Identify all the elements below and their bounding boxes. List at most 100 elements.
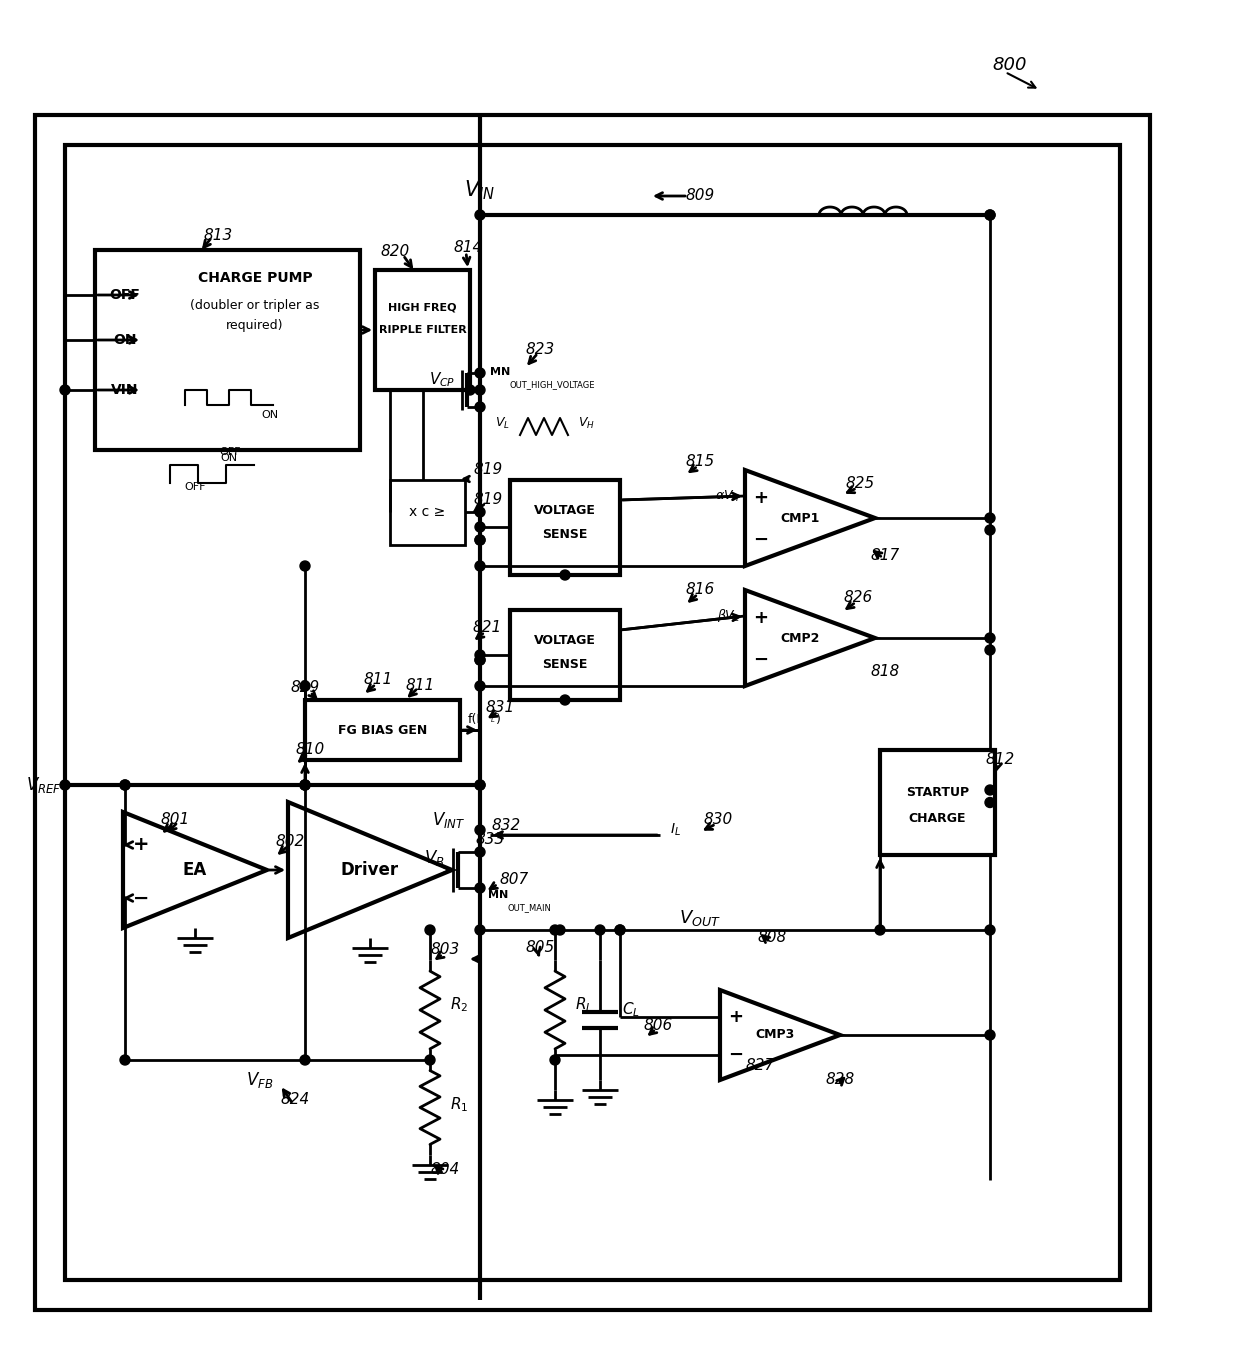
Text: 821: 821 <box>472 621 502 635</box>
Circle shape <box>300 681 310 691</box>
Text: CHARGE: CHARGE <box>909 812 966 824</box>
Text: 826: 826 <box>843 591 873 606</box>
Circle shape <box>120 1055 130 1064</box>
Circle shape <box>60 780 69 791</box>
Circle shape <box>475 925 485 935</box>
Text: 830: 830 <box>703 812 733 827</box>
Bar <box>95 250 360 451</box>
Circle shape <box>551 925 560 935</box>
Bar <box>880 750 994 855</box>
Text: MN: MN <box>489 890 508 900</box>
Text: $V_{IN}$: $V_{IN}$ <box>465 178 496 202</box>
Text: 803: 803 <box>430 943 460 958</box>
Circle shape <box>475 780 485 791</box>
Text: 818: 818 <box>870 665 900 680</box>
Circle shape <box>475 650 485 660</box>
Text: $V_{FB}$: $V_{FB}$ <box>247 1070 274 1090</box>
Circle shape <box>120 780 130 791</box>
Circle shape <box>425 1055 435 1064</box>
Circle shape <box>985 210 994 220</box>
Circle shape <box>475 536 485 545</box>
Text: STARTUP: STARTUP <box>906 786 970 800</box>
Text: OFF: OFF <box>219 447 241 457</box>
Circle shape <box>985 785 994 795</box>
Text: MN: MN <box>490 367 510 376</box>
Text: 817: 817 <box>870 548 900 563</box>
Text: 814: 814 <box>454 240 482 255</box>
Text: 805: 805 <box>526 940 554 955</box>
Text: CMP3: CMP3 <box>755 1028 795 1041</box>
Bar <box>64 144 1120 1280</box>
Bar <box>510 480 620 575</box>
Circle shape <box>475 826 485 835</box>
Circle shape <box>551 1055 560 1064</box>
Text: $V_H$: $V_H$ <box>578 415 595 430</box>
Text: ON: ON <box>262 410 279 420</box>
Text: SENSE: SENSE <box>542 529 588 541</box>
Circle shape <box>300 780 310 791</box>
Circle shape <box>475 561 485 571</box>
Text: $I_L$: $I_L$ <box>670 822 681 838</box>
Text: 815: 815 <box>686 455 714 469</box>
Circle shape <box>475 536 485 545</box>
Bar <box>374 270 470 390</box>
Text: $V_{CP}$: $V_{CP}$ <box>429 371 455 390</box>
Text: +: + <box>133 835 150 854</box>
Text: 831: 831 <box>485 700 515 715</box>
Text: $\alpha V_H$: $\alpha V_H$ <box>715 488 740 503</box>
Text: 819: 819 <box>474 492 502 507</box>
Circle shape <box>556 925 565 935</box>
Text: 800: 800 <box>993 57 1027 74</box>
Text: VIN: VIN <box>112 383 139 397</box>
Text: 832: 832 <box>491 817 521 832</box>
Circle shape <box>475 522 485 532</box>
Text: $\beta V_L$: $\beta V_L$ <box>717 607 740 625</box>
Text: $V_{OUT}$: $V_{OUT}$ <box>680 908 720 928</box>
Text: 819: 819 <box>474 463 502 478</box>
Circle shape <box>985 1031 994 1040</box>
Text: RIPPLE FILTER: RIPPLE FILTER <box>378 325 466 335</box>
Circle shape <box>985 210 994 220</box>
Text: $_L$: $_L$ <box>490 715 496 724</box>
Text: 827: 827 <box>745 1058 775 1072</box>
Text: OFF: OFF <box>185 482 206 492</box>
Circle shape <box>300 1055 310 1064</box>
Circle shape <box>475 384 485 395</box>
Text: 813: 813 <box>203 228 233 243</box>
Text: 825: 825 <box>846 476 874 491</box>
Circle shape <box>425 925 435 935</box>
Text: 806: 806 <box>644 1017 672 1032</box>
Circle shape <box>300 780 310 791</box>
Text: CHARGE PUMP: CHARGE PUMP <box>197 271 312 285</box>
Circle shape <box>475 681 485 691</box>
Text: −: − <box>728 1045 743 1064</box>
Text: 808: 808 <box>758 931 786 946</box>
Text: 828: 828 <box>826 1072 854 1087</box>
Circle shape <box>60 384 69 395</box>
Circle shape <box>985 925 994 935</box>
Text: +: + <box>728 1008 743 1027</box>
Text: 807: 807 <box>500 873 529 888</box>
Text: $R_2$: $R_2$ <box>450 996 469 1014</box>
Text: 802: 802 <box>275 835 305 850</box>
Circle shape <box>300 561 310 571</box>
Text: ON: ON <box>219 453 237 463</box>
Text: $R_L$: $R_L$ <box>575 996 593 1014</box>
Text: ): ) <box>496 714 501 727</box>
Text: 829: 829 <box>290 680 320 696</box>
Circle shape <box>595 925 605 935</box>
Text: +: + <box>753 608 768 627</box>
Circle shape <box>465 384 475 395</box>
Text: EA: EA <box>182 861 207 880</box>
Circle shape <box>475 656 485 665</box>
Text: VOLTAGE: VOLTAGE <box>534 503 596 517</box>
Circle shape <box>475 210 485 220</box>
Circle shape <box>560 695 570 706</box>
Text: 833: 833 <box>475 832 505 847</box>
Bar <box>391 480 465 545</box>
Circle shape <box>875 925 885 935</box>
Text: VOLTAGE: VOLTAGE <box>534 634 596 646</box>
Text: OFF: OFF <box>109 287 140 302</box>
Text: 811: 811 <box>363 673 393 688</box>
Text: Driver: Driver <box>341 861 399 880</box>
